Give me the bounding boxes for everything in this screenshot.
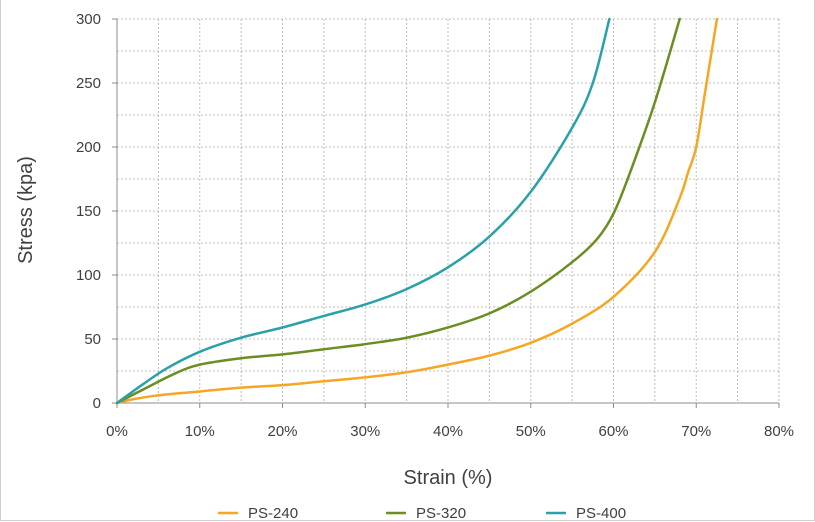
x-axis-title: Strain (%)	[404, 467, 493, 489]
y-tick-label: 150	[76, 203, 101, 220]
series-layer	[115, 17, 719, 405]
legend-label: PS-320	[416, 505, 466, 522]
y-axis-title: Stress (kpa)	[15, 156, 37, 264]
x-tick-label: 50%	[516, 423, 546, 440]
x-tick-label: 70%	[681, 423, 711, 440]
x-tick-label: 10%	[185, 423, 215, 440]
y-tick-label: 300	[76, 11, 101, 28]
series-line-ps-240	[115, 17, 719, 405]
x-tick-label: 60%	[598, 423, 628, 440]
x-tick-label: 40%	[433, 423, 463, 440]
y-tick-label: 100	[76, 267, 101, 284]
legend-label: PS-240	[248, 505, 298, 522]
series-line-ps-320	[115, 17, 681, 405]
legend-label: PS-400	[576, 505, 626, 522]
y-tick-label: 200	[76, 139, 101, 156]
x-tick-label: 80%	[764, 423, 794, 440]
legend: PS-240 PS-320 PS-400	[218, 505, 626, 522]
y-tick-label: 50	[84, 331, 101, 348]
series-line-ps-400	[115, 17, 611, 405]
x-tick-label: 0%	[106, 423, 128, 440]
legend-item-ps-240: PS-240	[218, 505, 298, 522]
x-tick-label: 30%	[350, 423, 380, 440]
tick-label-layer: 0% 10% 20% 30% 40% 50% 60% 70% 80% 0 50 100 150 200 25…	[76, 11, 794, 440]
y-tick-label: 0	[93, 395, 101, 412]
x-tick-label: 20%	[267, 423, 297, 440]
legend-item-ps-400: PS-400	[546, 505, 626, 522]
y-tick-label: 250	[76, 75, 101, 92]
legend-item-ps-320: PS-320	[386, 505, 466, 522]
axis-layer	[112, 18, 780, 408]
